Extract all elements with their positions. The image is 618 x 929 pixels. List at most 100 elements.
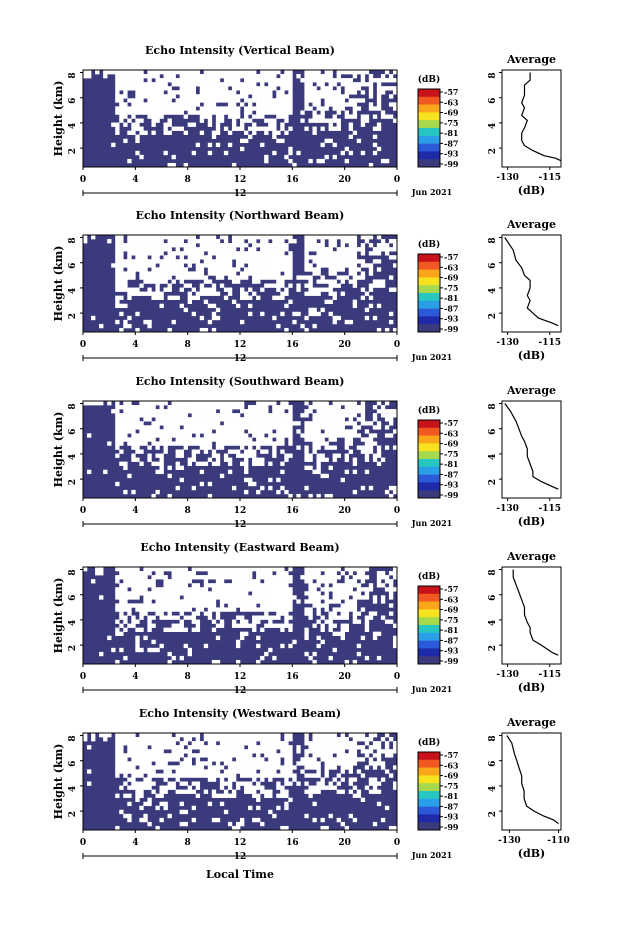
heatmap-cell-nodata bbox=[252, 106, 257, 111]
heatmap-cell-nodata bbox=[143, 319, 148, 325]
heatmap-cell-nodata bbox=[135, 457, 140, 462]
heatmap-cell-nodata bbox=[360, 773, 366, 778]
heatmap-cell-nodata bbox=[284, 571, 289, 576]
heatmap-cell-nodata bbox=[135, 619, 140, 624]
heatmap-cell-nodata bbox=[207, 118, 213, 123]
heatmap-cell-nodata bbox=[231, 271, 237, 276]
average-y-tick-label: 2 bbox=[488, 479, 498, 485]
colorbar-swatch bbox=[418, 783, 440, 792]
heatmap-cell-nodata bbox=[151, 86, 156, 91]
heatmap-cell-nodata bbox=[304, 78, 309, 83]
heatmap-cell-nodata bbox=[131, 263, 136, 268]
heatmap-cell-nodata bbox=[147, 98, 152, 103]
heatmap-cell-nodata bbox=[288, 591, 293, 596]
heatmap-cell-nodata bbox=[308, 607, 313, 612]
heatmap-cell-nodata bbox=[99, 733, 104, 738]
heatmap-cell-nodata bbox=[272, 757, 277, 762]
heatmap-cell-nodata bbox=[119, 94, 124, 99]
heatmap-cell-nodata bbox=[392, 102, 398, 107]
heatmap-cell-nodata bbox=[244, 749, 249, 754]
heatmap-cell-nodata bbox=[376, 122, 382, 127]
heatmap-cell-nodata bbox=[324, 259, 329, 264]
heatmap-cell-nodata bbox=[376, 741, 382, 746]
heatmap-cell-nodata bbox=[235, 275, 241, 280]
heatmap-cell-nodata bbox=[219, 98, 225, 103]
heatmap-cell-nodata bbox=[235, 603, 241, 608]
heatmap-cell-nodata bbox=[195, 607, 201, 612]
heatmap-cell-nodata bbox=[360, 607, 366, 612]
heatmap-cell-nodata bbox=[360, 749, 366, 754]
heatmap-cell-nodata bbox=[195, 251, 201, 256]
heatmap-cell-nodata bbox=[91, 235, 96, 240]
heatmap-cell-nodata bbox=[312, 90, 317, 95]
heatmap-cell-nodata bbox=[336, 409, 341, 414]
heatmap-cell-nodata bbox=[175, 126, 180, 131]
heatmap-cell-nodata bbox=[240, 773, 245, 778]
x-tick-label: 4 bbox=[132, 340, 138, 350]
heatmap-cell-nodata bbox=[127, 255, 132, 260]
heatmap-cell-nodata bbox=[123, 627, 128, 632]
heatmap-cell-nodata bbox=[284, 433, 289, 438]
heatmap-cell-nodata bbox=[187, 243, 192, 248]
heatmap-cell-nodata bbox=[376, 801, 382, 807]
heatmap-cell-nodata bbox=[119, 82, 124, 87]
heatmap-cell-nodata bbox=[244, 469, 249, 475]
heatmap-cell-nodata bbox=[284, 749, 289, 754]
heatmap-cell-nodata bbox=[352, 741, 358, 746]
heatmap-cell-nodata bbox=[376, 259, 382, 264]
heatmap-cell-nodata bbox=[139, 449, 144, 454]
heatmap-cell-nodata bbox=[312, 571, 317, 576]
heatmap-cell-nodata bbox=[215, 90, 221, 95]
average-x-tick-label: -115 bbox=[538, 504, 561, 514]
heatmap-cell-nodata bbox=[139, 607, 144, 612]
heatmap-cell-nodata bbox=[340, 263, 345, 268]
heatmap-cell-nodata bbox=[352, 409, 358, 414]
heatmap-cell-nodata bbox=[179, 429, 184, 434]
heatmap-cell-nodata bbox=[171, 110, 176, 115]
heatmap-cell-nodata bbox=[223, 781, 229, 786]
heatmap-cell-nodata bbox=[288, 425, 293, 430]
heatmap-cell-nodata bbox=[392, 90, 398, 95]
heatmap-cell-nodata bbox=[235, 785, 241, 790]
heatmap-cell-nodata bbox=[324, 421, 329, 426]
heatmap-cell-nodata bbox=[260, 271, 265, 276]
heatmap-cell-nodata bbox=[231, 275, 237, 280]
heatmap-cell-nodata bbox=[175, 769, 180, 774]
heatmap-cell-nodata bbox=[199, 607, 205, 612]
heatmap-cell-nodata bbox=[244, 765, 249, 770]
heatmap-cell-nodata bbox=[356, 643, 362, 649]
heatmap-cell-nodata bbox=[260, 126, 265, 131]
colorbar-tick-label: -57 bbox=[444, 750, 458, 760]
heatmap-cell-nodata bbox=[336, 599, 341, 604]
heatmap-cell-nodata bbox=[183, 441, 188, 446]
heatmap-cell-nodata bbox=[280, 741, 285, 746]
x-tick-label: 8 bbox=[185, 838, 191, 848]
colorbar-tick-label: -75 bbox=[444, 615, 458, 625]
heatmap-cell-nodata bbox=[191, 70, 197, 75]
heatmap-cell-nodata bbox=[167, 627, 172, 632]
heatmap-cell-nodata bbox=[183, 741, 188, 746]
heatmap-cell-nodata bbox=[167, 239, 172, 244]
heatmap-cell-nodata bbox=[171, 82, 176, 87]
heatmap-cell-nodata bbox=[215, 745, 221, 750]
heatmap-cell-nodata bbox=[316, 102, 321, 107]
heatmap-cell-nodata bbox=[203, 98, 209, 103]
heatmap-cell-nodata bbox=[332, 417, 337, 422]
heatmap-cell-nodata bbox=[312, 307, 317, 313]
heatmap-cell-nodata bbox=[187, 433, 192, 438]
heatmap-cell-nodata bbox=[268, 235, 273, 240]
heatmap-cell-nodata bbox=[159, 793, 164, 798]
heatmap-cell-nodata bbox=[380, 239, 386, 244]
heatmap-cell-nodata bbox=[388, 409, 394, 414]
heatmap-cell-nodata bbox=[308, 583, 313, 588]
heatmap-cell-nodata bbox=[171, 615, 176, 620]
heatmap-cell-nodata bbox=[280, 789, 285, 794]
heatmap-cell-nodata bbox=[131, 489, 136, 495]
heatmap-cell-nodata bbox=[123, 259, 128, 264]
heatmap-cell-nodata bbox=[231, 110, 237, 115]
heatmap-cell-nodata bbox=[235, 741, 241, 746]
heatmap-cell-nodata bbox=[348, 607, 354, 612]
heatmap-cell-nodata bbox=[256, 267, 261, 272]
heatmap-cell-nodata bbox=[252, 279, 257, 284]
heatmap-cell-nodata bbox=[260, 567, 265, 572]
